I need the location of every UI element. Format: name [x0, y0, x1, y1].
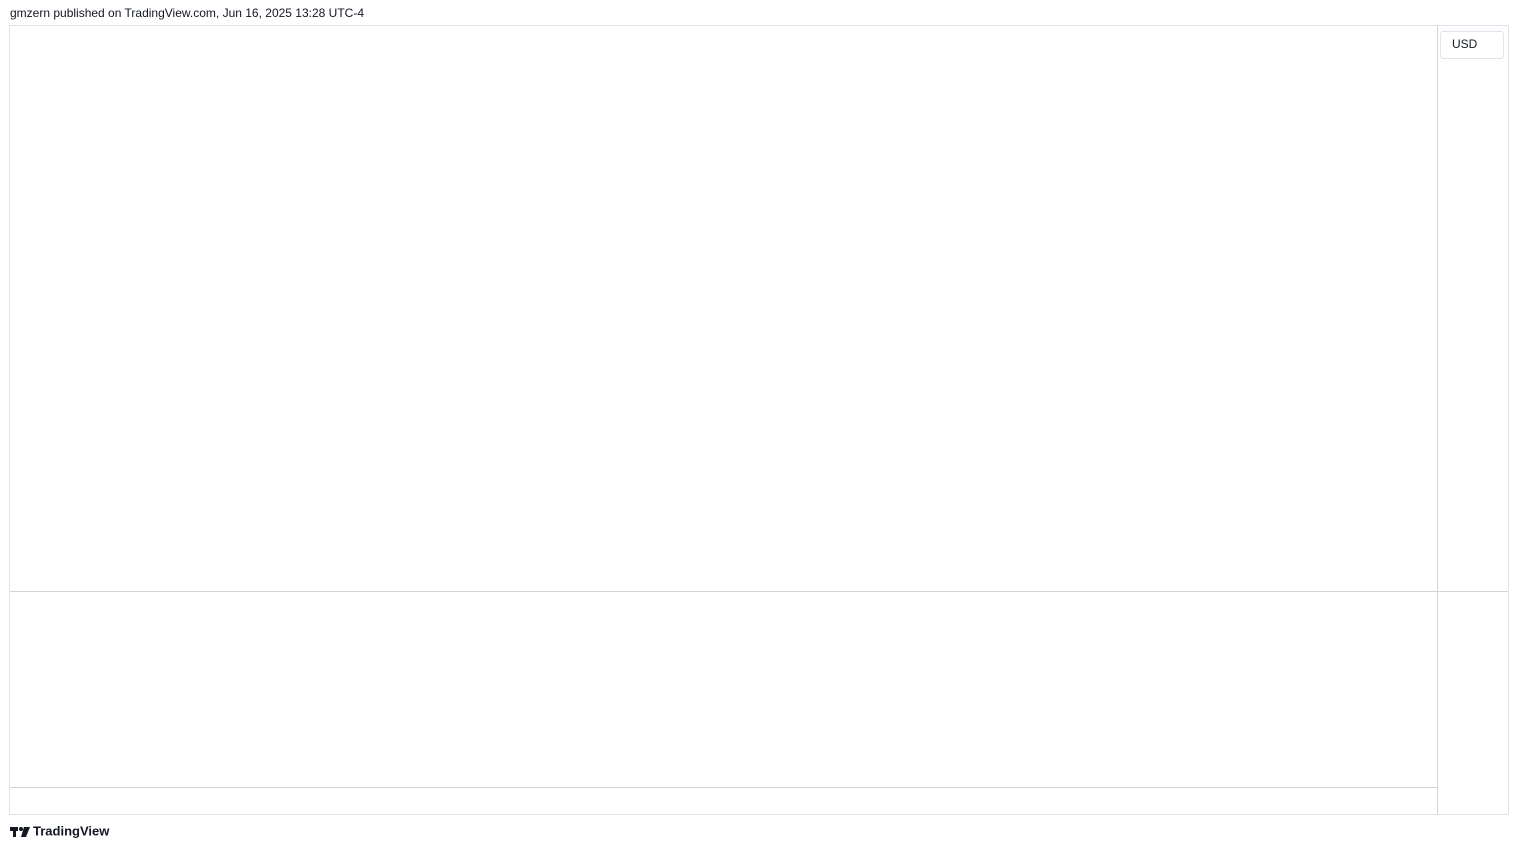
currency[interactable]: USD: [1452, 37, 1478, 51]
footer-brand: TradingView: [33, 823, 110, 838]
byline: gmzern published on TradingView.com, Jun…: [10, 6, 364, 20]
currency-button[interactable]: [1440, 31, 1504, 59]
chart-frame: [9, 25, 1509, 815]
logo-slant: [21, 827, 30, 837]
logo-stem: [13, 827, 16, 837]
logo: [10, 827, 30, 837]
logo-dot: [19, 827, 23, 831]
